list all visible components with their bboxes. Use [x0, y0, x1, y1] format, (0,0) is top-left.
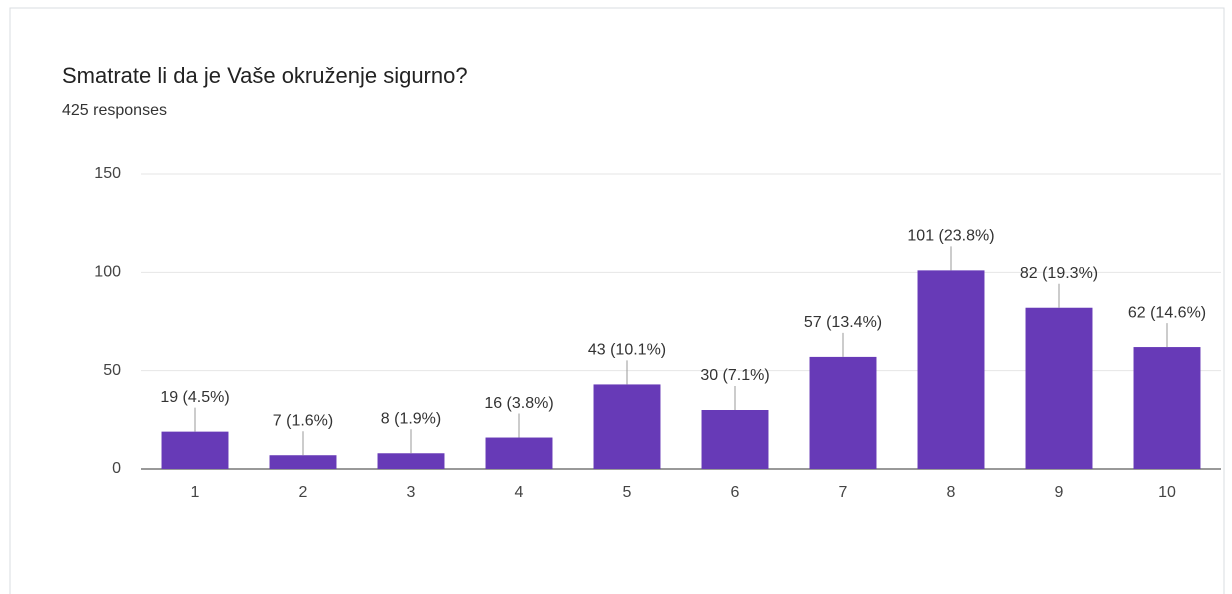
- value-label: 57 (13.4%): [804, 314, 882, 331]
- value-label: 7 (1.6%): [273, 412, 333, 429]
- bar: [269, 455, 337, 469]
- x-tick-label: 7: [839, 484, 848, 501]
- bar: [701, 410, 769, 469]
- x-tick-label: 9: [1055, 484, 1064, 501]
- bar: [1133, 347, 1201, 469]
- bar: [161, 431, 229, 469]
- value-label: 43 (10.1%): [588, 342, 666, 359]
- bar: [485, 437, 553, 469]
- x-tick-label: 1: [191, 484, 200, 501]
- value-label: 8 (1.9%): [381, 410, 441, 427]
- y-tick-label: 0: [112, 460, 121, 477]
- x-tick-label: 3: [407, 484, 416, 501]
- x-tick-label: 6: [731, 484, 740, 501]
- x-tick-label: 5: [623, 484, 632, 501]
- value-label: 30 (7.1%): [700, 367, 769, 384]
- card: [9, 7, 1225, 594]
- x-tick-label: 8: [947, 484, 956, 501]
- x-tick-label: 2: [299, 484, 308, 501]
- value-label: 82 (19.3%): [1020, 265, 1098, 282]
- x-tick-label: 10: [1158, 484, 1176, 501]
- chart-subtitle: 425 responses: [62, 102, 167, 119]
- y-tick-label: 50: [103, 362, 121, 379]
- value-label: 19 (4.5%): [160, 389, 229, 406]
- x-tick-label: 4: [515, 484, 524, 501]
- value-label: 101 (23.8%): [907, 228, 994, 245]
- bar: [809, 356, 877, 469]
- value-label: 16 (3.8%): [484, 395, 553, 412]
- bar: [1025, 307, 1093, 469]
- bar: [917, 270, 985, 469]
- value-label: 62 (14.6%): [1128, 304, 1206, 321]
- bar: [593, 384, 661, 469]
- y-tick-label: 150: [94, 165, 121, 182]
- y-tick-label: 100: [94, 264, 121, 281]
- bar: [377, 453, 445, 469]
- chart-title: Smatrate li da je Vaše okruženje sigurno…: [62, 63, 468, 88]
